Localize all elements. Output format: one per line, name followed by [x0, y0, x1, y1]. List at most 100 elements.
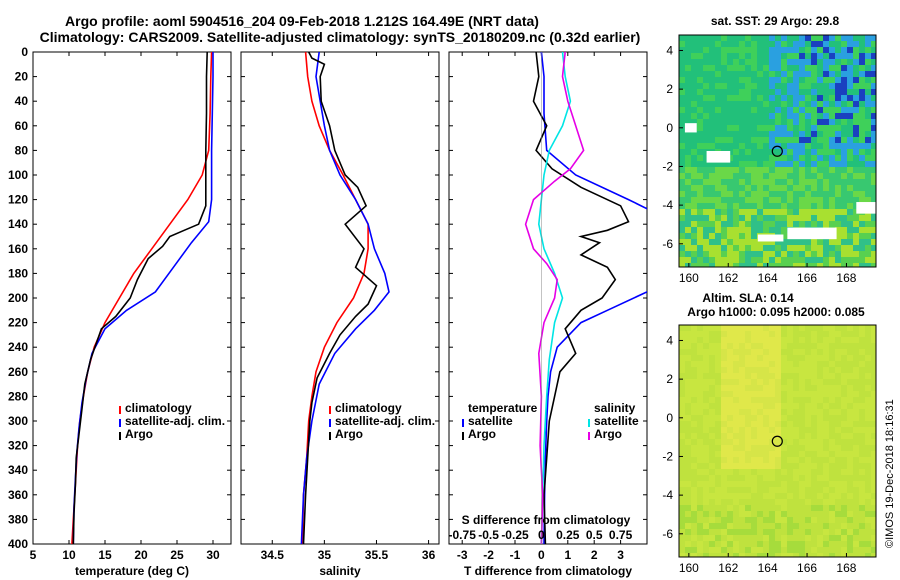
map-cell [769, 541, 775, 547]
map-cell [859, 541, 865, 547]
map-cell [841, 233, 847, 239]
map-cell [757, 433, 763, 439]
map-cell [805, 553, 811, 557]
map-cell [721, 421, 727, 427]
map-cell [721, 107, 727, 113]
map-cell [775, 529, 781, 535]
map-cell [697, 541, 703, 547]
map-cell [853, 397, 859, 403]
map-cell [781, 119, 787, 125]
map-cell [697, 107, 703, 113]
map-cell [727, 385, 733, 391]
map-cell [859, 433, 865, 439]
map-cell [859, 191, 865, 197]
map-cell [721, 511, 727, 517]
map-cell [691, 379, 697, 385]
map-cell [853, 409, 859, 415]
map-cell [775, 251, 781, 257]
map-cell [739, 397, 745, 403]
map-cell [793, 481, 799, 487]
map-cell [709, 511, 715, 517]
map-cell [757, 167, 763, 173]
map-cell [745, 385, 751, 391]
map-cell [817, 445, 823, 451]
map-cell [679, 409, 685, 415]
map-cell [841, 59, 847, 65]
map-cell [727, 173, 733, 179]
map-cell [865, 137, 871, 143]
map-cell [733, 245, 739, 251]
map-cell [697, 233, 703, 239]
map-cell [757, 251, 763, 257]
map-cell [763, 505, 769, 511]
map-cell [853, 487, 859, 493]
map-cell [763, 167, 769, 173]
map-cell [853, 173, 859, 179]
map-cell [829, 71, 835, 77]
map-cell [829, 547, 835, 553]
map-cell [757, 355, 763, 361]
map-cell [859, 59, 865, 65]
map-cell [697, 245, 703, 251]
map-cell [685, 155, 691, 161]
map-cell [691, 35, 697, 41]
map-cell [787, 107, 793, 113]
depth-tick-label: 140 [8, 217, 28, 231]
map-cell [739, 421, 745, 427]
map-cell [799, 397, 805, 403]
map-cell [817, 251, 823, 257]
map-cell [775, 215, 781, 221]
map-cell [865, 385, 871, 391]
map-cell [859, 367, 865, 373]
map-cell [745, 427, 751, 433]
map-cell [739, 59, 745, 65]
map-cell [817, 137, 823, 143]
map-cell [757, 421, 763, 427]
temperature-xlabel: temperature (deg C) [75, 564, 189, 578]
map-cell [793, 257, 799, 263]
map-cell [817, 59, 823, 65]
map-cell [691, 251, 697, 257]
map-cell [859, 89, 865, 95]
map-cell [721, 337, 727, 343]
map-cell [871, 41, 876, 47]
map-cell [763, 367, 769, 373]
map-cell [799, 41, 805, 47]
map-cell [721, 529, 727, 535]
map-cell [775, 263, 781, 267]
map-cell [859, 197, 865, 203]
map-cell [829, 529, 835, 535]
map-cell [727, 221, 733, 227]
map-cell [817, 221, 823, 227]
map-cell [679, 343, 685, 349]
map-cell [841, 221, 847, 227]
map-cell [811, 263, 817, 267]
map-cell [739, 251, 745, 257]
map-cell [865, 197, 871, 203]
depth-axis: 0204060801001201401601802002202402602803… [8, 45, 647, 551]
map-cell [787, 457, 793, 463]
map-cell [805, 179, 811, 185]
map-cell [787, 415, 793, 421]
map-cell [685, 35, 691, 41]
map-cell [805, 77, 811, 83]
map-cell [751, 167, 757, 173]
map-cell [859, 41, 865, 47]
map-cell [811, 433, 817, 439]
map-cell [691, 361, 697, 367]
map-cell [697, 173, 703, 179]
map-cell [775, 101, 781, 107]
map-cell [703, 379, 709, 385]
map-cell [763, 427, 769, 433]
map-cell [715, 53, 721, 59]
temperature-panel-frame [32, 51, 232, 545]
map-cell [841, 499, 847, 505]
map-cell [865, 373, 871, 379]
map-cell [733, 95, 739, 101]
map-cell [703, 83, 709, 89]
map-cell [811, 107, 817, 113]
map-cell [769, 499, 775, 505]
map-cell [679, 535, 685, 541]
map-cell [715, 463, 721, 469]
map-cell [859, 445, 865, 451]
